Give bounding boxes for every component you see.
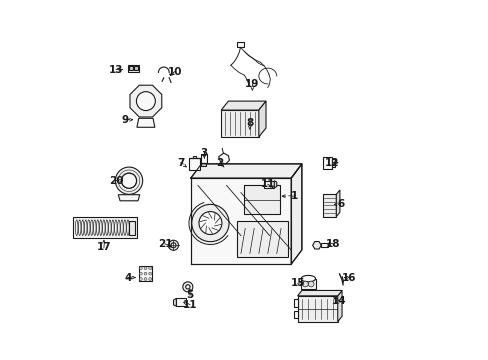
- Circle shape: [139, 272, 142, 275]
- Circle shape: [136, 92, 155, 111]
- Bar: [322, 157, 331, 168]
- Circle shape: [122, 173, 136, 188]
- Text: 20: 20: [109, 176, 123, 186]
- Bar: [293, 311, 298, 318]
- Polygon shape: [258, 101, 265, 137]
- Circle shape: [148, 278, 151, 280]
- Bar: [73, 217, 137, 238]
- Text: 4: 4: [124, 273, 131, 283]
- Bar: [129, 66, 133, 70]
- Polygon shape: [274, 181, 276, 188]
- Text: 11: 11: [183, 300, 197, 310]
- Text: 10: 10: [167, 67, 182, 77]
- Bar: [244, 185, 280, 214]
- Circle shape: [308, 281, 313, 287]
- Circle shape: [183, 282, 192, 292]
- Polygon shape: [221, 101, 265, 110]
- Text: 14: 14: [331, 296, 346, 306]
- Circle shape: [148, 272, 151, 275]
- Circle shape: [139, 267, 142, 270]
- Circle shape: [199, 212, 222, 234]
- Bar: [128, 64, 139, 72]
- Bar: [201, 154, 207, 163]
- Circle shape: [171, 243, 176, 248]
- Circle shape: [168, 240, 178, 250]
- Text: 19: 19: [244, 79, 259, 89]
- Bar: [322, 194, 336, 217]
- Polygon shape: [336, 190, 339, 217]
- Circle shape: [191, 204, 228, 242]
- Bar: [293, 300, 298, 307]
- Text: 5: 5: [186, 291, 193, 301]
- Text: 21: 21: [157, 239, 172, 249]
- Text: 7: 7: [177, 158, 184, 168]
- Circle shape: [144, 278, 147, 280]
- Bar: [237, 221, 287, 257]
- Bar: [331, 159, 335, 167]
- Bar: [134, 66, 138, 70]
- Circle shape: [144, 267, 147, 270]
- Bar: [297, 296, 337, 321]
- Bar: [201, 163, 206, 166]
- Text: 2: 2: [216, 158, 224, 168]
- Bar: [176, 298, 186, 306]
- Bar: [236, 42, 244, 47]
- Bar: [321, 243, 328, 247]
- Text: 18: 18: [325, 239, 340, 249]
- Text: 15: 15: [290, 278, 304, 288]
- Bar: [221, 110, 258, 137]
- Text: 3: 3: [200, 148, 207, 158]
- Text: 11: 11: [260, 179, 274, 189]
- Circle shape: [302, 281, 308, 287]
- Polygon shape: [218, 153, 229, 164]
- Text: 6: 6: [336, 199, 344, 210]
- Polygon shape: [190, 164, 301, 178]
- Bar: [301, 279, 315, 289]
- Polygon shape: [137, 118, 155, 127]
- Polygon shape: [118, 195, 140, 201]
- Bar: [264, 181, 274, 188]
- Text: 17: 17: [97, 242, 111, 252]
- Text: 12: 12: [325, 158, 339, 168]
- Bar: [139, 266, 152, 281]
- Circle shape: [144, 272, 147, 275]
- Circle shape: [148, 267, 151, 270]
- Bar: [188, 158, 199, 170]
- Polygon shape: [290, 164, 301, 264]
- Text: 13: 13: [109, 64, 123, 75]
- Circle shape: [115, 167, 142, 194]
- Text: 8: 8: [246, 118, 253, 128]
- Polygon shape: [190, 178, 290, 264]
- Polygon shape: [188, 156, 199, 158]
- Polygon shape: [130, 85, 162, 117]
- Polygon shape: [173, 298, 176, 306]
- Ellipse shape: [301, 275, 315, 282]
- Polygon shape: [312, 242, 321, 249]
- Text: 9: 9: [122, 115, 129, 125]
- Bar: [129, 221, 135, 234]
- Text: 16: 16: [341, 273, 356, 283]
- Circle shape: [139, 278, 142, 280]
- Polygon shape: [297, 291, 341, 296]
- Polygon shape: [337, 291, 341, 321]
- Circle shape: [185, 285, 190, 289]
- Text: 1: 1: [290, 191, 297, 201]
